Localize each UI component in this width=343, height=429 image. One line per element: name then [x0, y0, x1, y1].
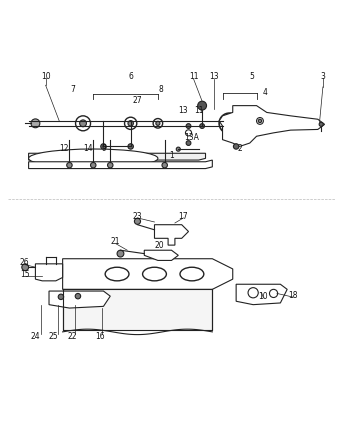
- Polygon shape: [219, 106, 324, 146]
- Circle shape: [134, 218, 141, 224]
- Text: 11: 11: [189, 72, 198, 81]
- Polygon shape: [63, 289, 212, 330]
- Circle shape: [219, 113, 239, 133]
- Circle shape: [186, 141, 191, 145]
- Text: 21: 21: [110, 237, 120, 246]
- Polygon shape: [35, 264, 63, 281]
- Text: 9: 9: [101, 144, 106, 153]
- Text: 13A: 13A: [185, 133, 199, 142]
- Circle shape: [108, 163, 113, 168]
- Circle shape: [176, 147, 180, 151]
- Circle shape: [58, 294, 64, 299]
- Ellipse shape: [180, 267, 204, 281]
- Text: 7: 7: [70, 85, 75, 94]
- Text: 27: 27: [133, 96, 142, 105]
- Circle shape: [227, 121, 232, 125]
- Circle shape: [258, 119, 262, 123]
- Text: 8: 8: [159, 85, 164, 94]
- Circle shape: [101, 144, 106, 149]
- Circle shape: [91, 163, 96, 168]
- Circle shape: [125, 117, 137, 130]
- Text: 13: 13: [209, 72, 219, 81]
- Circle shape: [319, 122, 323, 127]
- Text: 13: 13: [179, 106, 188, 115]
- Circle shape: [162, 163, 167, 168]
- Circle shape: [22, 264, 28, 271]
- Text: 3: 3: [320, 72, 326, 81]
- Text: 15: 15: [20, 269, 29, 278]
- Text: 11: 11: [194, 106, 203, 115]
- Circle shape: [270, 289, 277, 298]
- Text: 6: 6: [128, 72, 133, 81]
- Polygon shape: [154, 225, 189, 245]
- Circle shape: [128, 144, 133, 149]
- Circle shape: [67, 163, 72, 168]
- Text: 5: 5: [249, 72, 254, 81]
- Text: 20: 20: [155, 241, 164, 250]
- Polygon shape: [144, 250, 178, 260]
- Circle shape: [248, 288, 258, 298]
- Ellipse shape: [143, 267, 166, 281]
- Circle shape: [186, 130, 192, 136]
- Polygon shape: [28, 160, 212, 169]
- Circle shape: [117, 250, 124, 257]
- Text: 23: 23: [133, 211, 142, 221]
- Text: 22: 22: [67, 332, 76, 341]
- Text: 10: 10: [259, 292, 268, 301]
- Circle shape: [257, 118, 263, 124]
- Text: 25: 25: [49, 332, 58, 341]
- Circle shape: [75, 116, 91, 131]
- Text: 10: 10: [41, 72, 50, 81]
- Circle shape: [156, 121, 160, 125]
- Text: 17: 17: [179, 211, 188, 221]
- Text: 26: 26: [20, 258, 29, 267]
- Circle shape: [80, 120, 86, 127]
- Polygon shape: [236, 284, 287, 305]
- Circle shape: [198, 101, 206, 110]
- Circle shape: [200, 124, 204, 128]
- Circle shape: [75, 293, 81, 299]
- Text: 16: 16: [95, 332, 105, 341]
- Text: 1: 1: [169, 151, 174, 160]
- Text: 18: 18: [288, 291, 298, 300]
- Circle shape: [186, 124, 191, 128]
- Text: 2: 2: [237, 144, 242, 153]
- Text: 14: 14: [83, 144, 93, 153]
- Ellipse shape: [28, 149, 158, 168]
- Polygon shape: [63, 259, 233, 289]
- Ellipse shape: [105, 267, 129, 281]
- Text: 24: 24: [31, 332, 40, 341]
- Circle shape: [234, 144, 239, 149]
- Text: 4: 4: [263, 88, 268, 97]
- Circle shape: [31, 119, 40, 128]
- Circle shape: [224, 118, 235, 128]
- Circle shape: [128, 121, 133, 126]
- Polygon shape: [28, 153, 205, 160]
- Polygon shape: [49, 291, 110, 308]
- Circle shape: [153, 118, 163, 128]
- Text: 12: 12: [60, 144, 69, 153]
